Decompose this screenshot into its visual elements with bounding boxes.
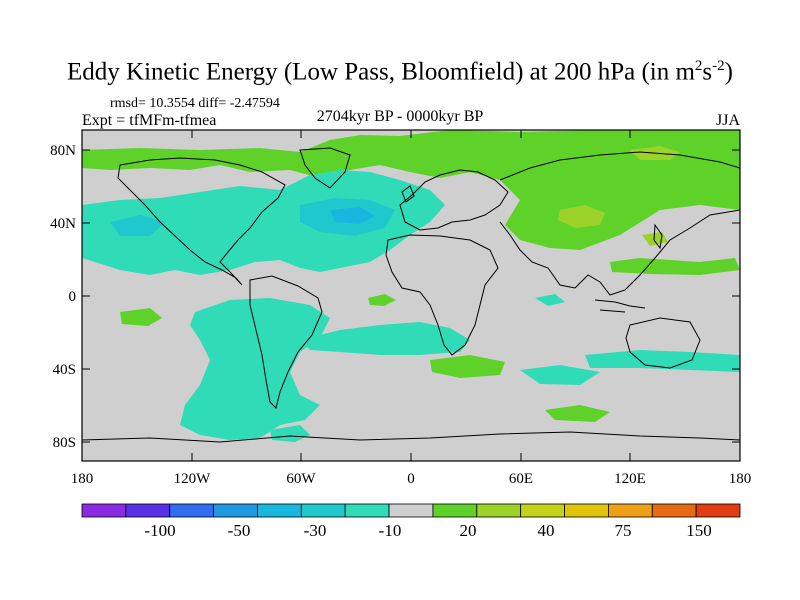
lat-tick-label: 40S — [53, 362, 76, 378]
latitude-labels: 80N 40N 0 40S 80S — [50, 143, 76, 451]
colorbar-swatch — [564, 503, 609, 518]
coast-asia — [499, 151, 740, 296]
colorbar-swatch — [344, 503, 390, 518]
contour-south-atlantic-positive — [430, 355, 505, 378]
coast-uk — [401, 185, 415, 203]
colorbar-label: 40 — [538, 521, 555, 540]
colorbar-swatch — [213, 503, 258, 518]
colorbar-label: -30 — [304, 521, 327, 540]
season-label: JJA — [716, 112, 741, 129]
contour-atlantic-deep — [330, 207, 375, 224]
colorbar — [81, 503, 741, 518]
coast-australia — [625, 317, 701, 369]
colorbar-swatch — [695, 503, 741, 518]
colorbar-label: -50 — [228, 521, 251, 540]
colorbar-label: 75 — [615, 521, 632, 540]
coast-africa — [385, 234, 499, 356]
lat-tick-label: 80S — [53, 435, 76, 451]
contour-south-indian-negative — [520, 365, 600, 385]
coast-south-america — [249, 275, 323, 409]
lon-tick-label: 60W — [286, 471, 316, 487]
lon-tick-label: 180 — [71, 471, 94, 487]
colorbar-swatch — [476, 503, 522, 518]
lon-tick-label: 120W — [174, 471, 212, 487]
colorbar-swatch — [651, 503, 697, 518]
contour-asia-yellow — [558, 205, 605, 228]
coast-indonesia — [594, 299, 646, 313]
colorbar-swatch — [169, 503, 214, 518]
contour-equatorial-positive — [368, 294, 396, 306]
contour-equatorial-negative — [535, 294, 565, 306]
lat-tick-label: 80N — [50, 143, 76, 159]
colorbar-labels: -100 -50 -30 -10 20 40 75 150 — [144, 521, 711, 540]
colorbar-label: -10 — [379, 521, 402, 540]
colorbar-swatch — [81, 503, 127, 518]
colorbar-swatch — [432, 503, 478, 518]
contour-south-pacific-negative — [180, 298, 330, 440]
coast-japan — [653, 223, 663, 250]
contour-pacific-west-positive — [120, 308, 162, 326]
colorbar-swatch — [608, 503, 653, 518]
contour-southern-ocean-negative — [270, 425, 310, 442]
rmsd-stats: rmsd= 10.3554 diff= -2.47594 — [110, 96, 280, 111]
lon-tick-label: 60E — [509, 471, 533, 487]
lon-tick-label: 120E — [614, 471, 646, 487]
colorbar-swatch — [520, 503, 565, 518]
colorbar-label: 20 — [460, 521, 477, 540]
colorbar-label: -100 — [144, 521, 175, 540]
colorbar-swatch — [300, 503, 346, 518]
colorbar-swatch — [388, 503, 434, 518]
lon-tick-label: 180 — [729, 471, 752, 487]
longitude-labels: 180 120W 60W 0 60E 120E 180 — [71, 471, 752, 487]
plot-title: Eddy Kinetic Energy (Low Pass, Bloomfiel… — [67, 58, 733, 86]
coast-europe — [399, 169, 509, 231]
coast-north-america — [117, 157, 286, 286]
colorbar-swatch — [125, 503, 171, 518]
coast-antarctica — [82, 431, 740, 443]
experiment-label: Expt = tfMFm-tfmea — [82, 112, 217, 129]
contour-pacific-green — [610, 258, 740, 275]
contour-south-atlantic-negative — [300, 322, 470, 355]
time-period-label: 2704kyr BP - 0000kyr BP — [316, 108, 484, 125]
colorbar-swatch — [257, 503, 302, 518]
coastlines — [82, 147, 740, 443]
lat-tick-label: 40N — [50, 216, 76, 232]
colorbar-label: 150 — [686, 521, 712, 540]
coast-greenland — [299, 147, 351, 189]
contour-pacific-core — [110, 215, 165, 236]
lat-tick-label: 0 — [69, 289, 77, 305]
contour-australia-negative — [585, 350, 740, 372]
lon-tick-label: 0 — [407, 471, 415, 487]
energy-contours — [82, 130, 740, 442]
contour-indian-ocean-positive — [545, 405, 610, 422]
axis-ticks — [82, 130, 740, 461]
contour-atlantic-negative — [82, 170, 445, 275]
